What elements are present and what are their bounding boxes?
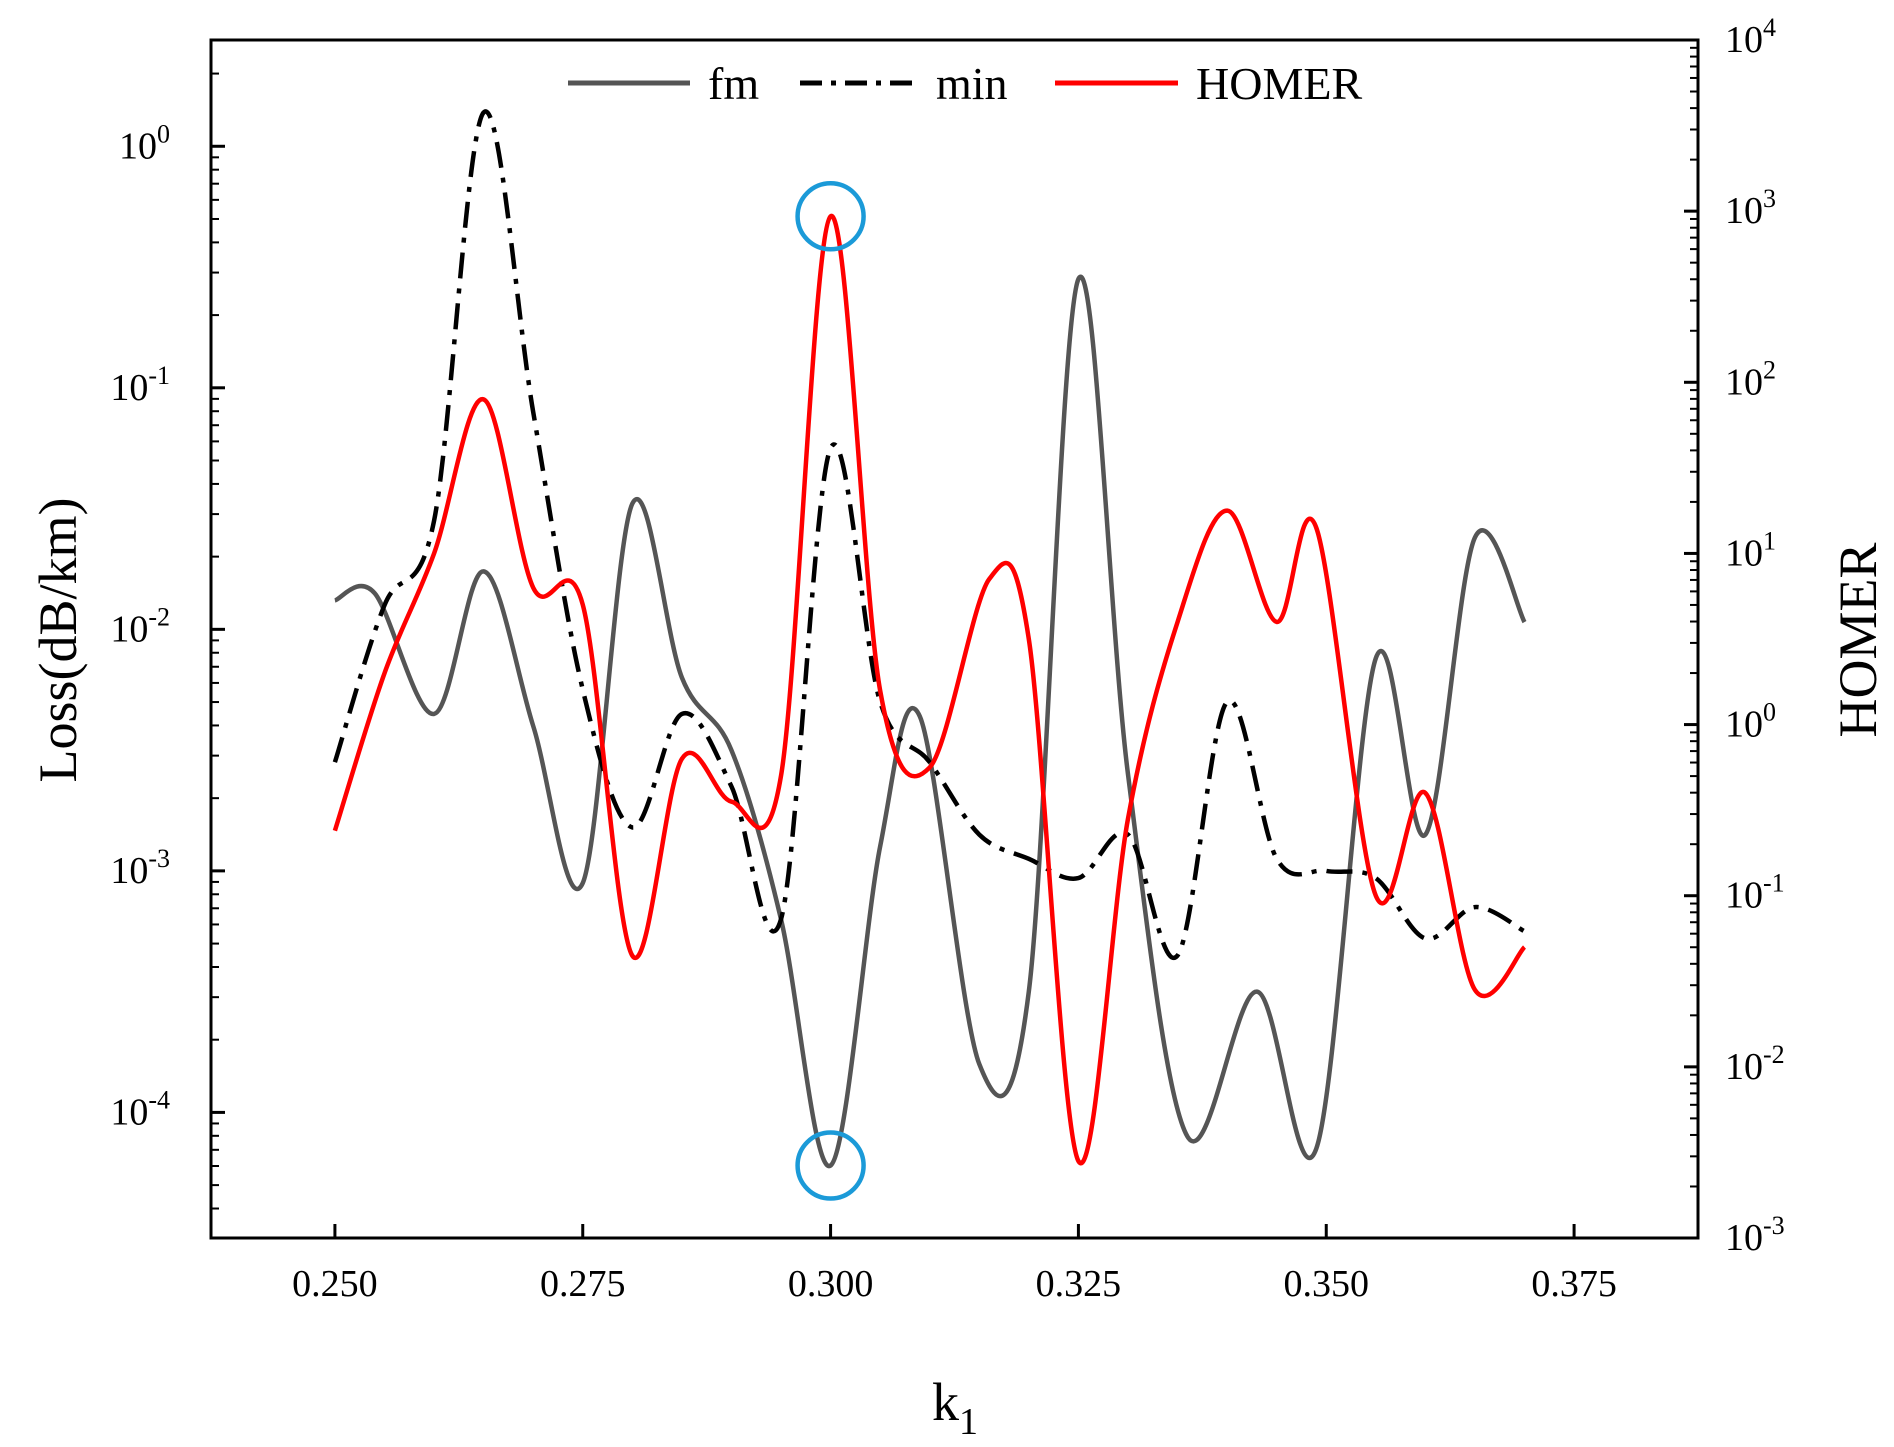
x-tick-label: 0.325 bbox=[1036, 1263, 1122, 1305]
series-line-min bbox=[332, 109, 1526, 961]
x-tick-labels: 0.250 0.275 0.300 0.325 0.350 0.375 bbox=[292, 1263, 1617, 1305]
y2-tick-label: 104 bbox=[1725, 13, 1776, 61]
annotation-circle-fm-min bbox=[795, 1130, 866, 1201]
y-tick-label: 100 bbox=[119, 119, 170, 167]
y2-tick-label: 101 bbox=[1725, 526, 1776, 574]
series-lines bbox=[332, 109, 1527, 1168]
series-line-fm bbox=[333, 274, 1527, 1168]
tick-marks bbox=[211, 38, 1698, 1240]
x-axis-title: k1 bbox=[932, 1372, 978, 1443]
y-axis-title: Loss(dB/km) bbox=[28, 497, 88, 782]
x-tick-label: 0.350 bbox=[1284, 1263, 1370, 1305]
y2-axis-title: HOMER bbox=[1828, 542, 1888, 737]
x-tick-label: 0.300 bbox=[788, 1263, 874, 1305]
legend-fm-label: fm bbox=[708, 58, 759, 109]
annotations bbox=[795, 181, 866, 1201]
y2-tick-label: 102 bbox=[1725, 355, 1776, 403]
series-line-homer bbox=[332, 214, 1527, 1166]
legend: fm min HOMER bbox=[568, 58, 1362, 109]
y-tick-label: 10-2 bbox=[110, 602, 170, 650]
x-tick-label: 0.250 bbox=[292, 1263, 378, 1305]
x-tick-label: 0.375 bbox=[1531, 1263, 1617, 1305]
y2-tick-label: 10-3 bbox=[1725, 1211, 1785, 1259]
y2-tick-label: 10-2 bbox=[1725, 1040, 1785, 1088]
plot-frame bbox=[209, 38, 1700, 1240]
y-tick-label: 10-1 bbox=[110, 361, 170, 409]
y2-tick-label: 103 bbox=[1725, 184, 1776, 232]
annotation-circle-homer-peak bbox=[795, 181, 866, 252]
y2-tick-label: 100 bbox=[1725, 698, 1776, 746]
y2-tick-labels: 104 103 102 101 100 10-1 10-2 10-3 bbox=[1725, 13, 1785, 1259]
legend-min-label: min bbox=[936, 58, 1008, 109]
y-tick-labels: 100 10-1 10-2 10-3 10-4 bbox=[110, 119, 170, 1133]
y-tick-label: 10-4 bbox=[110, 1085, 170, 1133]
legend-homer-label: HOMER bbox=[1196, 58, 1362, 109]
y2-tick-label: 10-1 bbox=[1725, 869, 1785, 917]
x-tick-label: 0.275 bbox=[540, 1263, 626, 1305]
y-tick-label: 10-3 bbox=[110, 844, 170, 892]
